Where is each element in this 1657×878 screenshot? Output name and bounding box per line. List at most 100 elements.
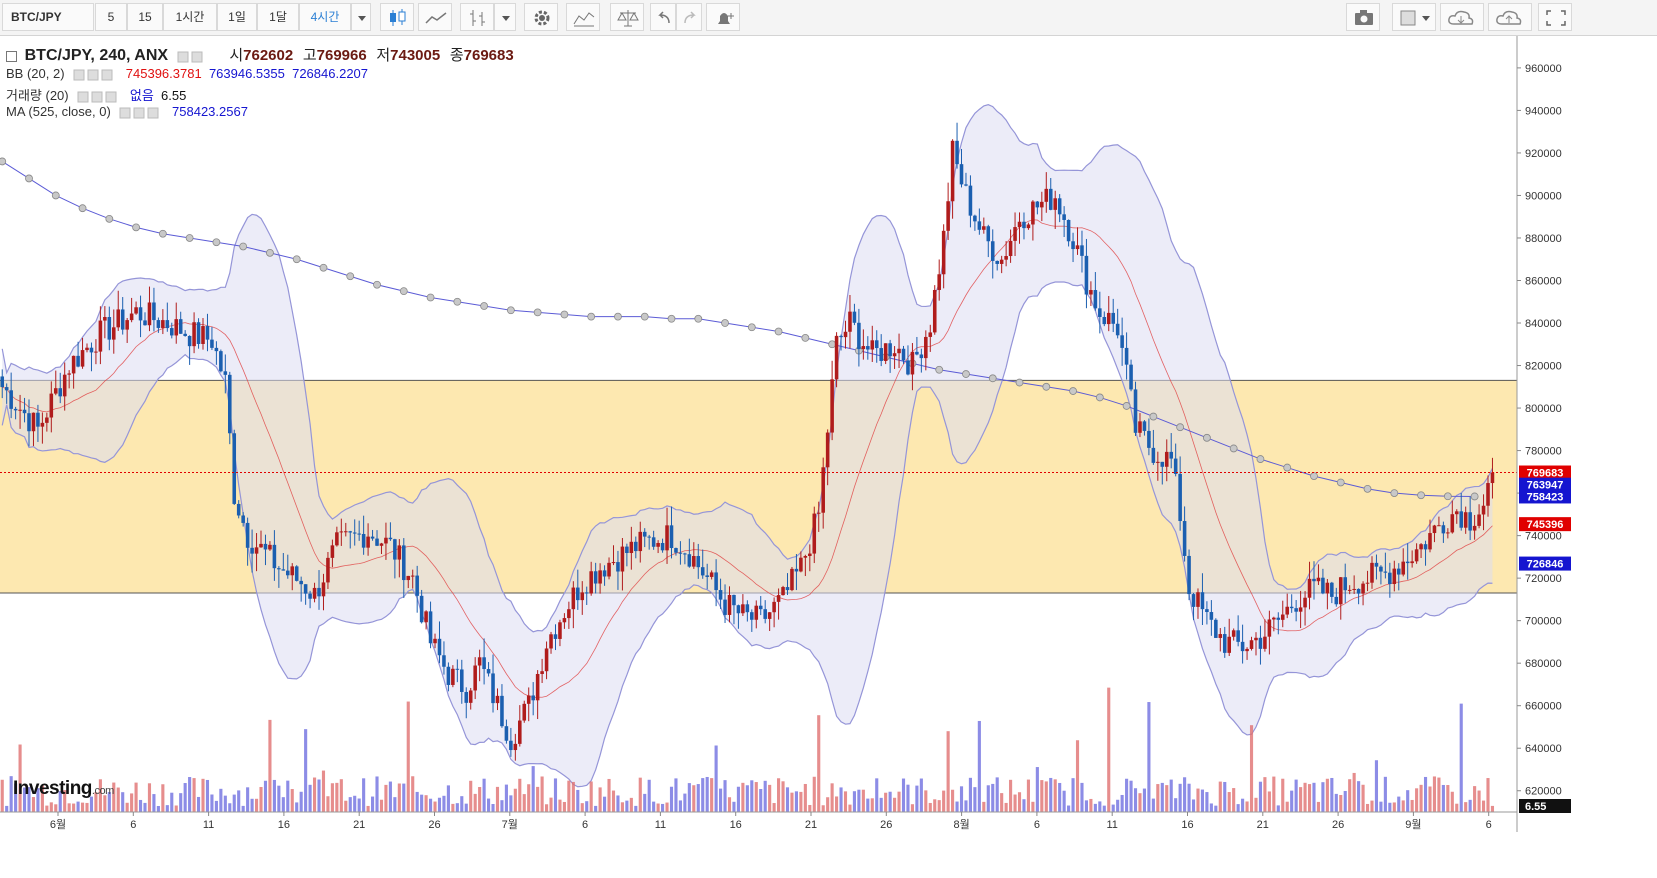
candle-body bbox=[1133, 389, 1138, 433]
candle-body bbox=[504, 726, 509, 741]
volume-bar bbox=[964, 800, 968, 812]
ma-controls-icon[interactable] bbox=[118, 107, 164, 119]
volume-bar bbox=[870, 798, 874, 812]
candle-body bbox=[1048, 188, 1053, 210]
candle-body bbox=[1035, 201, 1040, 208]
ma-value: 758423.2567 bbox=[172, 104, 248, 119]
layout-select-button[interactable] bbox=[1392, 3, 1436, 31]
candle-style-button[interactable] bbox=[380, 3, 414, 31]
ma-point bbox=[1203, 433, 1211, 442]
candle-body bbox=[1392, 568, 1397, 585]
interval-4h-button[interactable]: 4시간 bbox=[299, 3, 351, 31]
volume-bar bbox=[72, 803, 76, 812]
volume-bar bbox=[558, 799, 562, 812]
compare-button[interactable] bbox=[610, 3, 644, 31]
volume-bar bbox=[1490, 805, 1495, 812]
interval-5-button[interactable]: 5 bbox=[95, 3, 127, 31]
legend-controls-icon[interactable] bbox=[176, 51, 222, 63]
candle-body bbox=[129, 313, 134, 321]
volume-bar bbox=[692, 785, 696, 812]
collapse-icon[interactable] bbox=[6, 51, 17, 63]
volume-bar bbox=[513, 788, 517, 812]
candle-body bbox=[259, 543, 263, 548]
volume-bar bbox=[812, 776, 816, 812]
interval-1m-button[interactable]: 1달 bbox=[257, 3, 299, 31]
screenshot-button[interactable] bbox=[1346, 3, 1380, 31]
candle-body bbox=[71, 355, 76, 374]
candle-body bbox=[326, 557, 330, 583]
volume-bar bbox=[1160, 782, 1164, 812]
volume-controls-icon[interactable] bbox=[76, 91, 122, 103]
volume-bar bbox=[286, 780, 290, 812]
candle-body bbox=[1115, 323, 1120, 336]
x-tick-label: 21 bbox=[805, 819, 817, 831]
undo-button[interactable] bbox=[650, 3, 676, 31]
candle-body bbox=[982, 226, 986, 230]
volume-bar bbox=[1236, 804, 1240, 812]
symbol-input[interactable]: BTC/JPY bbox=[2, 3, 94, 31]
bb-controls-icon[interactable] bbox=[72, 69, 118, 81]
candle-body bbox=[750, 612, 754, 620]
volume-bar bbox=[428, 798, 433, 812]
ma-point bbox=[1470, 492, 1479, 501]
candle-body bbox=[1164, 451, 1169, 467]
candle-body bbox=[31, 412, 36, 432]
candle-body bbox=[763, 609, 767, 619]
interval-1h-button[interactable]: 1시간 bbox=[163, 3, 217, 31]
bar-style-button[interactable] bbox=[460, 3, 494, 31]
volume-bar bbox=[919, 778, 923, 812]
save-chart-button[interactable] bbox=[1488, 3, 1532, 31]
candle-body bbox=[696, 556, 701, 568]
ma-point bbox=[1176, 423, 1185, 432]
candle-body bbox=[161, 320, 165, 328]
candle-body bbox=[1347, 589, 1352, 591]
x-tick-label: 16 bbox=[278, 819, 290, 831]
candle-body bbox=[549, 634, 553, 649]
volume-bar bbox=[1183, 777, 1187, 812]
price-chart[interactable]: 620000 640000 660000 680000 700000 720000 7400… bbox=[0, 36, 1657, 878]
volume-bar bbox=[1151, 798, 1155, 812]
candle-body bbox=[330, 545, 335, 558]
volume-bar bbox=[1254, 797, 1258, 812]
style-dropdown-button[interactable] bbox=[494, 3, 516, 31]
fullscreen-button[interactable] bbox=[1538, 3, 1572, 31]
candle-body bbox=[1057, 198, 1062, 215]
candle-body bbox=[1053, 198, 1057, 210]
volume-bar bbox=[683, 793, 687, 812]
volume-bar bbox=[959, 786, 964, 812]
candle-body bbox=[473, 665, 477, 691]
volume-bar bbox=[1276, 805, 1280, 812]
alert-button[interactable] bbox=[706, 3, 740, 31]
interval-15-button[interactable]: 15 bbox=[127, 3, 163, 31]
line-style-button[interactable] bbox=[418, 3, 452, 31]
candle-body bbox=[1075, 245, 1080, 250]
candle-body bbox=[482, 657, 486, 670]
volume-bar bbox=[879, 797, 883, 812]
candle-body bbox=[219, 351, 223, 372]
interval-dropdown-button[interactable] bbox=[351, 3, 371, 31]
redo-button[interactable] bbox=[676, 3, 702, 31]
settings-button[interactable] bbox=[524, 3, 558, 31]
volume-bar bbox=[54, 804, 58, 812]
volume-bar bbox=[509, 795, 513, 812]
candle-body bbox=[839, 335, 843, 338]
candle-body bbox=[94, 351, 98, 353]
price-badge-label: 758423 bbox=[1527, 491, 1564, 503]
candle-body bbox=[1338, 577, 1343, 605]
candle-body bbox=[1017, 221, 1022, 228]
ma-point bbox=[1095, 393, 1104, 402]
candle-body bbox=[1182, 521, 1187, 556]
candle-body bbox=[879, 348, 883, 361]
ma-point bbox=[78, 204, 87, 213]
candle-body bbox=[1374, 562, 1379, 567]
volume-bar bbox=[540, 776, 544, 812]
bb-lower-value: 726846.2207 bbox=[292, 66, 369, 81]
volume-bar bbox=[754, 782, 758, 812]
gear-icon bbox=[534, 10, 550, 26]
candle-body bbox=[40, 422, 45, 427]
interval-1d-button[interactable]: 1일 bbox=[217, 3, 257, 31]
volume-bar bbox=[487, 798, 491, 812]
indicators-button[interactable] bbox=[566, 3, 600, 31]
load-chart-button[interactable] bbox=[1440, 3, 1484, 31]
volume-bar bbox=[638, 777, 642, 812]
